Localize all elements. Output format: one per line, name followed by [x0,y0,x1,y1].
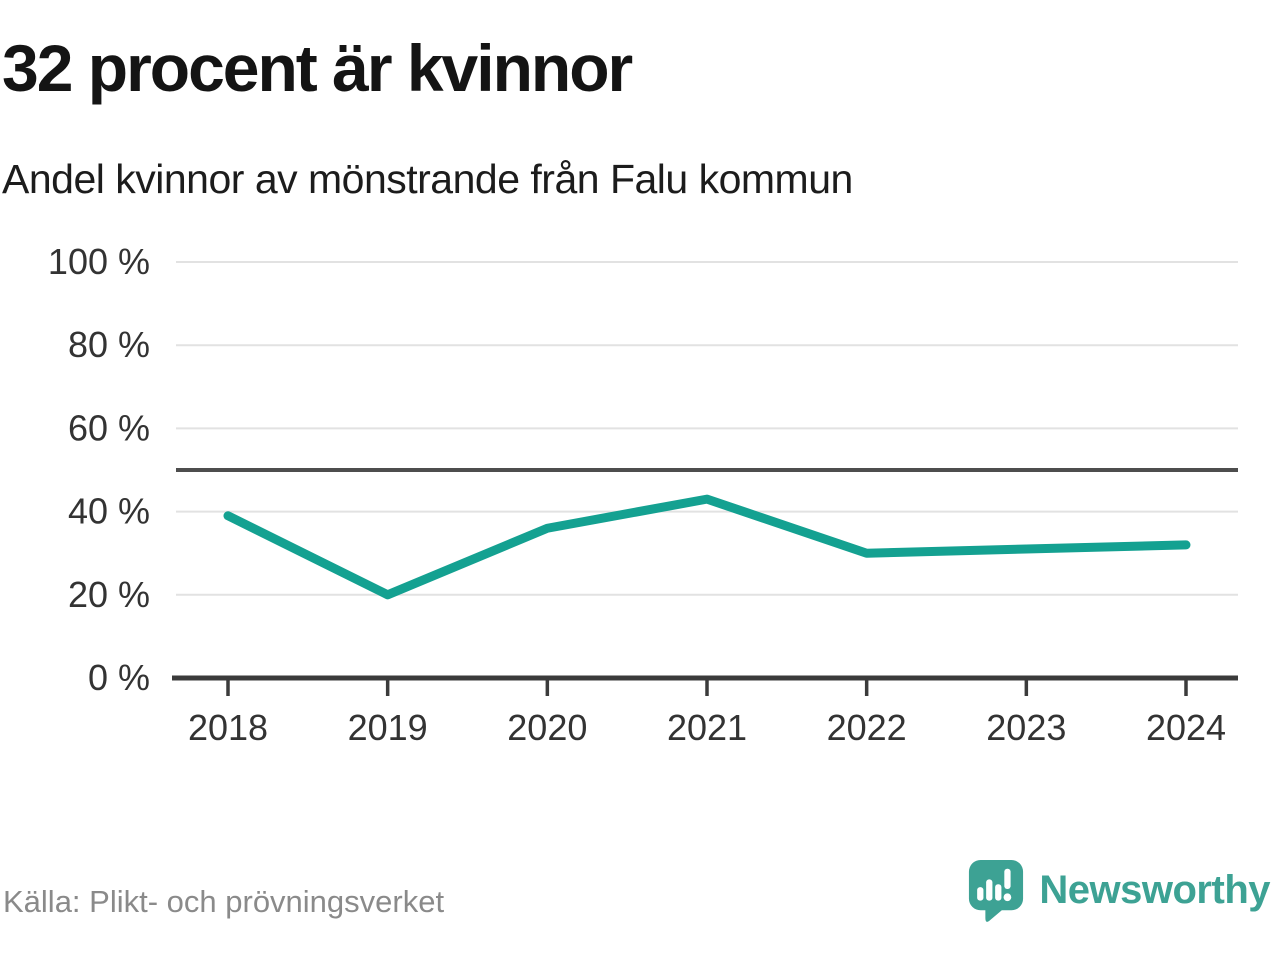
chart-subtitle: Andel kvinnor av mönstrande från Falu ko… [2,156,853,202]
x-tick-label: 2023 [986,707,1066,748]
y-tick-label: 0 % [88,657,150,698]
line-chart: 2018 2019 2020 2021 2022 2023 2024 0 % 20 % 40 % 6… [48,241,1238,748]
x-tick-label: 2024 [1146,707,1226,748]
x-tick-label: 2021 [667,707,747,748]
newsworthy-wordmark: Newsworthy [1039,867,1270,912]
y-tick-label: 80 % [68,324,150,365]
y-tick-label: 60 % [68,407,150,448]
chart-title: 32 procent är kvinnor [2,31,633,105]
newsworthy-logo: Newsworthy [967,858,1270,922]
y-tick-label: 20 % [68,574,150,615]
x-tick-label: 2020 [507,707,587,748]
data-line [223,494,1191,600]
y-tick-label: 100 % [48,241,150,282]
x-tick-label: 2022 [827,707,907,748]
x-tick-label: 2018 [188,707,268,748]
y-tick-label: 40 % [68,491,150,532]
newsworthy-logo-icon [969,860,1024,922]
x-tick-label: 2019 [348,707,428,748]
source-note: Källa: Plikt- och prövningsverket [3,884,445,919]
